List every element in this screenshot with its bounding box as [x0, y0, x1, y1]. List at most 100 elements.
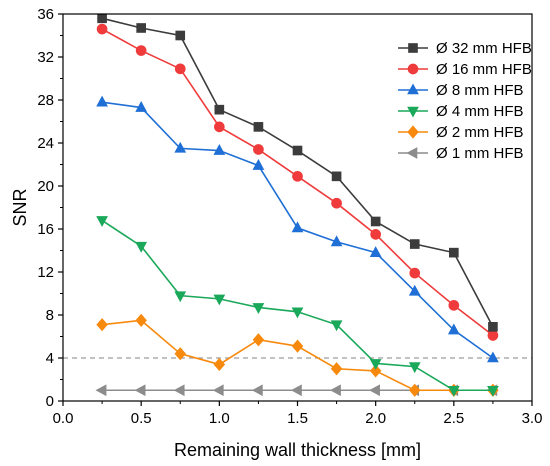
data-point: [97, 13, 107, 24]
data-point: [369, 246, 382, 257]
series-layer: [95, 13, 499, 397]
series-line: [101, 28, 494, 337]
data-point: [95, 384, 107, 397]
data-point: [290, 384, 302, 397]
axis-layer: 0.0 0.5 1.0 1.5 2.0 2.5 3.0 0 4 8 12 16 20 24 28 32 36: [37, 6, 542, 427]
data-point: [135, 100, 148, 112]
y-tick-label: 32: [37, 49, 54, 66]
data-point: [369, 359, 382, 370]
x-tick-label: 3.0: [522, 410, 543, 427]
data-point: [174, 63, 186, 75]
data-point: [135, 313, 147, 327]
y-tick-label: 20: [37, 178, 54, 195]
data-point: [447, 385, 460, 397]
data-point: [251, 384, 263, 397]
y-tick-label: 24: [37, 135, 54, 152]
legend-marker: [406, 147, 418, 159]
data-point: [330, 384, 341, 397]
data-point: [252, 159, 265, 170]
y-tick-label: 12: [37, 264, 54, 281]
legend: Ø 32 mm HFB Ø 16 mm HFB Ø 8 mm HFB Ø 4 mm H…: [398, 40, 532, 162]
legend-marker: [408, 43, 418, 53]
data-point: [291, 221, 304, 233]
data-point: [292, 145, 303, 156]
data-point: [214, 104, 225, 115]
data-point: [447, 323, 460, 335]
data-point: [488, 322, 498, 332]
data-point: [292, 170, 303, 182]
data-point: [135, 241, 148, 253]
series-4-mm-hfb: [96, 216, 499, 397]
data-point: [213, 121, 225, 133]
y-tick-label: 4: [46, 350, 54, 367]
data-point: [213, 357, 226, 372]
x-tick-label: 0.5: [131, 410, 152, 427]
legend-item: Ø 4 mm HFB: [398, 103, 524, 120]
legend-marker: [407, 83, 419, 95]
series-line: [101, 219, 493, 392]
x-tick-label: 2.0: [365, 410, 386, 427]
legend-marker: [407, 106, 419, 118]
legend-item: Ø 16 mm HFB: [398, 61, 532, 78]
data-point: [408, 362, 421, 374]
data-point: [370, 229, 382, 240]
legend-label: Ø 4 mm HFB: [436, 103, 524, 120]
data-point: [253, 144, 264, 155]
y-axis-label: SNR: [10, 188, 30, 226]
legend-label: Ø 1 mm HFB: [436, 145, 524, 162]
legend-label: Ø 2 mm HFB: [436, 124, 524, 141]
legend-item: Ø 1 mm HFB: [398, 145, 524, 162]
data-point: [96, 216, 108, 227]
data-point: [487, 351, 499, 363]
series-32-mm-hfb: [97, 13, 498, 332]
data-point: [96, 318, 108, 332]
y-tick-label: 28: [37, 92, 54, 109]
data-point: [408, 284, 421, 296]
series-8-mm-hfb: [96, 95, 499, 363]
data-point: [96, 95, 108, 107]
data-point: [330, 320, 343, 332]
data-point: [212, 384, 224, 397]
data-point: [173, 384, 185, 397]
data-point: [369, 364, 382, 378]
series-16-mm-hfb: [96, 23, 499, 341]
x-tick-label: 0.0: [53, 410, 74, 427]
data-point: [331, 197, 342, 209]
data-point: [96, 23, 108, 35]
data-point: [291, 307, 304, 319]
data-point: [213, 143, 226, 155]
y-tick-label: 16: [37, 221, 54, 238]
data-point: [369, 384, 380, 397]
y-tick-label: 0: [46, 393, 54, 410]
data-point: [487, 330, 499, 341]
data-point: [330, 362, 343, 376]
data-point: [213, 294, 226, 306]
data-point: [174, 291, 187, 303]
y-tick-label: 8: [46, 307, 54, 324]
legend-marker: [407, 63, 419, 75]
legend-item: Ø 2 mm HFB: [398, 124, 524, 141]
data-point: [409, 267, 421, 279]
x-tick-label: 1.0: [209, 410, 230, 427]
data-point: [252, 333, 265, 347]
data-point: [370, 216, 381, 227]
data-point: [330, 235, 343, 247]
data-point: [487, 385, 499, 397]
data-point: [136, 23, 146, 33]
legend-item: Ø 8 mm HFB: [398, 82, 524, 99]
data-point: [175, 30, 186, 41]
legend-item: Ø 32 mm HFB: [398, 40, 532, 57]
data-point: [331, 171, 342, 182]
data-point: [174, 141, 187, 153]
data-point: [409, 383, 421, 397]
data-point: [174, 347, 186, 361]
data-point: [252, 303, 265, 315]
data-point: [448, 299, 460, 311]
legend-label: Ø 8 mm HFB: [436, 82, 524, 99]
legend-label: Ø 32 mm HFB: [436, 40, 532, 57]
legend-marker: [407, 125, 419, 139]
data-point: [409, 239, 420, 249]
data-point: [253, 122, 264, 132]
x-axis-label: Remaining wall thickness [mm]: [174, 440, 421, 460]
